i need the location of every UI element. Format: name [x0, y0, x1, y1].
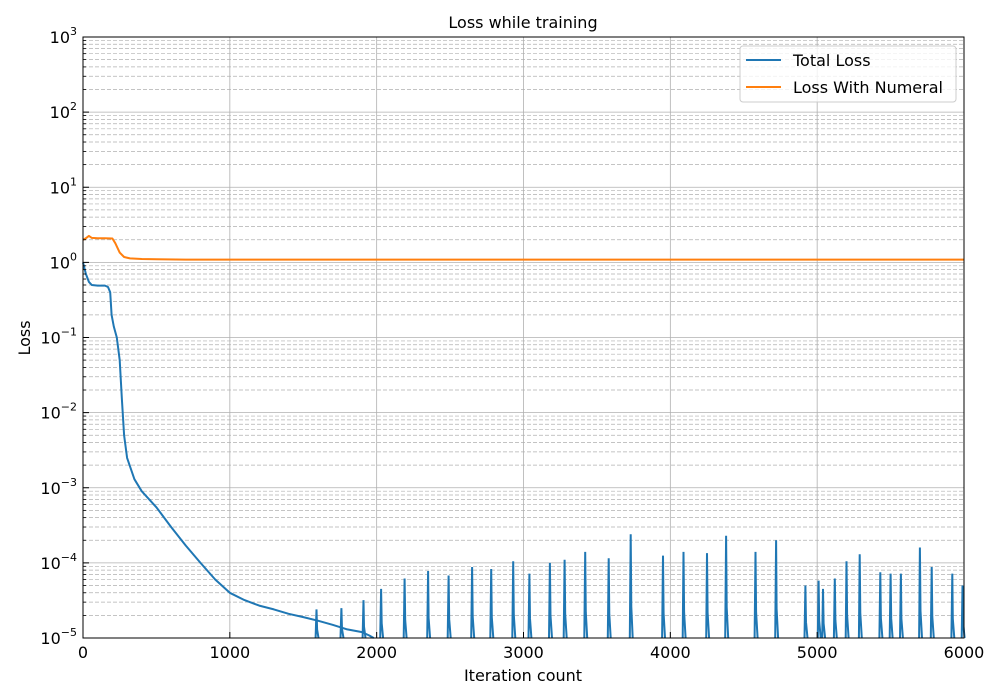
x-tick-label: 2000 [356, 643, 397, 662]
legend: Total Loss Loss With Numeral [739, 45, 957, 103]
x-tick-label: 3000 [503, 643, 544, 662]
x-tick-label: 4000 [650, 643, 691, 662]
y-tick-label: 101 [50, 175, 77, 197]
series-spikes-total-loss [314, 534, 966, 639]
grid-lines [82, 36, 965, 639]
legend-label-loss-with-numeral: Loss With Numeral [793, 78, 943, 97]
y-tick-label: 102 [50, 100, 77, 122]
y-tick-label: 10−2 [40, 401, 77, 423]
y-axis-label: Loss [15, 320, 34, 355]
series-line-total-loss [82, 262, 375, 639]
x-tick-label: 1000 [209, 643, 250, 662]
x-tick-label: 0 [78, 643, 88, 662]
y-tick-label: 10−3 [40, 476, 77, 498]
legend-label-total-loss: Total Loss [792, 51, 871, 70]
axis-ticks: 0 1000 2000 3000 4000 5000 6000 10−5 10−4 10−3 10−… [40, 25, 984, 662]
y-tick-label: 10−5 [40, 626, 77, 648]
series-line-loss-with-numeral [82, 234, 964, 261]
legend-box [739, 45, 957, 103]
x-tick-label: 6000 [944, 643, 985, 662]
y-tick-label: 10−1 [40, 326, 77, 348]
y-tick-label: 100 [50, 250, 77, 272]
x-tick-label: 5000 [797, 643, 838, 662]
series-lines [82, 234, 966, 639]
chart-title: Loss while training [448, 13, 597, 32]
y-tick-label: 103 [50, 25, 77, 47]
x-axis-label: Iteration count [464, 666, 582, 685]
y-tick-label: 10−4 [40, 551, 77, 573]
